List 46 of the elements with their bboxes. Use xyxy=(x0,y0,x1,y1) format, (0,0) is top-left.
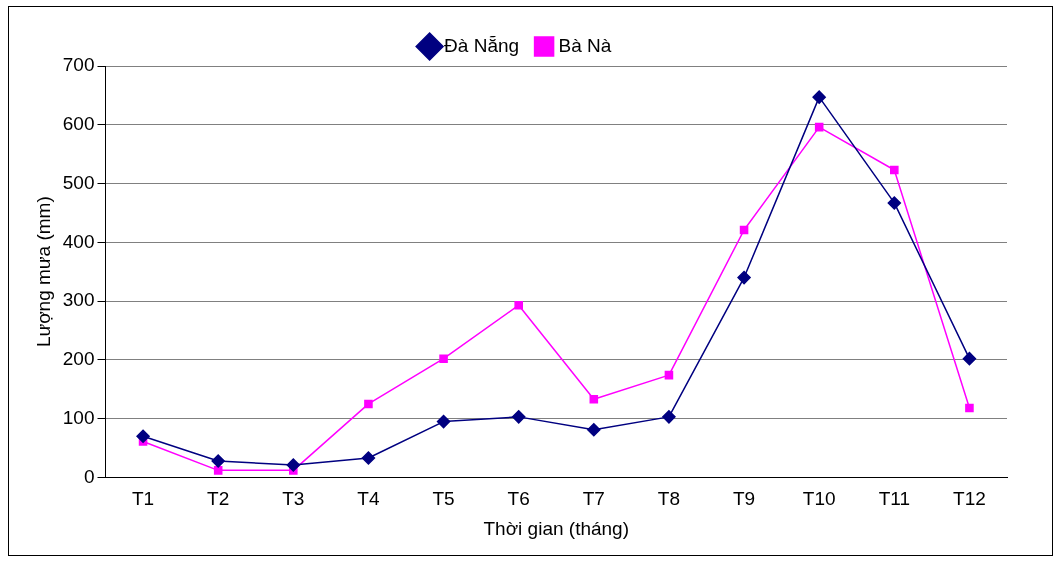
x-tick-label: T7 xyxy=(582,488,605,510)
x-tick-label: T4 xyxy=(357,488,380,510)
x-tick-label: T10 xyxy=(802,488,836,510)
point xyxy=(962,351,977,366)
y-axis-title: Lượng mưa (mm) xyxy=(32,196,54,348)
point xyxy=(364,399,373,409)
y-tick-label: 200 xyxy=(62,348,95,370)
point xyxy=(965,403,974,413)
point xyxy=(587,423,601,437)
y-tick-label: 600 xyxy=(62,113,95,135)
point xyxy=(890,165,899,175)
x-tick-label: T6 xyxy=(507,488,530,510)
x-tick-label: T9 xyxy=(732,488,756,510)
point xyxy=(436,414,451,429)
point xyxy=(812,90,826,104)
y-tick-label: 500 xyxy=(62,171,95,193)
x-tick-label: T11 xyxy=(878,488,910,510)
y-tick-label: 300 xyxy=(62,289,95,311)
point xyxy=(589,394,599,404)
x-axis-title: Thời gian (tháng) xyxy=(483,517,630,539)
y-tick-label: 700 xyxy=(62,54,95,76)
legend-label: Bà Nà xyxy=(558,34,612,56)
point xyxy=(664,370,674,380)
point xyxy=(213,466,223,475)
x-tick-label: T1 xyxy=(131,488,155,510)
x-tick-label: T3 xyxy=(282,488,305,510)
point xyxy=(662,410,676,424)
point xyxy=(814,122,824,132)
x-tick-label: T5 xyxy=(432,488,455,510)
point xyxy=(511,410,526,424)
point xyxy=(739,225,749,235)
x-tick-label: T12 xyxy=(953,488,986,510)
y-tick-label: 400 xyxy=(62,230,95,252)
point xyxy=(514,300,523,310)
point xyxy=(211,454,225,468)
point xyxy=(887,196,902,210)
point xyxy=(439,354,448,363)
x-tick-label: T2 xyxy=(207,488,230,510)
point xyxy=(737,270,751,285)
x-tick-label: T8 xyxy=(657,488,681,510)
legend-label: Đà Nẵng xyxy=(444,34,520,56)
point xyxy=(286,458,301,472)
point xyxy=(361,451,376,465)
y-tick-label: 100 xyxy=(62,406,95,428)
y-tick-label: 0 xyxy=(83,465,95,487)
point xyxy=(136,429,150,444)
